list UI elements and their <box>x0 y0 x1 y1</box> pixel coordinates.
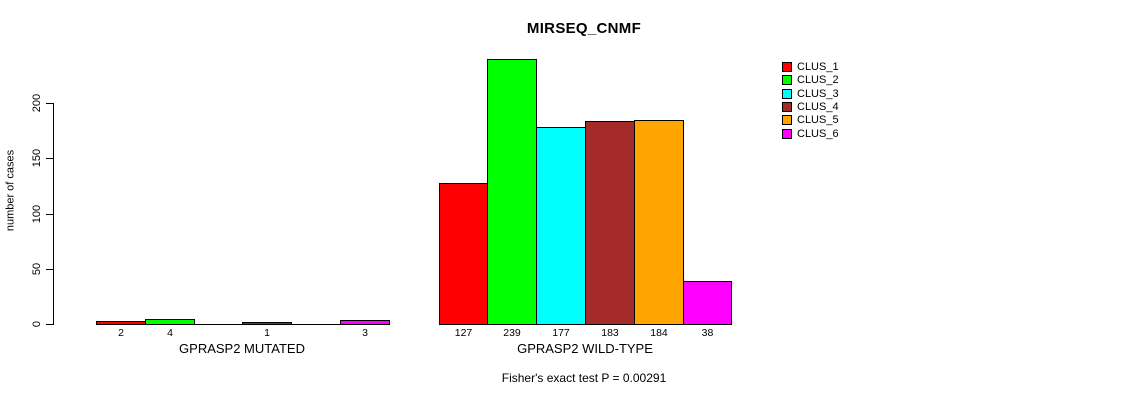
legend-swatch-clus_1 <box>782 62 792 72</box>
chart-title: MIRSEQ_CNMF <box>526 20 642 37</box>
legend-label-clus_5: CLUS_5 <box>797 114 839 126</box>
bar-clus_3-group1 <box>194 324 243 325</box>
x-group-label-mutated: GPRASP2 MUTATED <box>179 341 305 356</box>
legend-swatch-clus_2 <box>782 75 792 85</box>
legend-label-clus_6: CLUS_6 <box>797 128 839 140</box>
bar-value-label-clus_4-group1: 1 <box>264 327 270 339</box>
bar-value-label-clus_6-group2: 38 <box>701 327 714 339</box>
bar-value-label-clus_2-group2: 239 <box>503 327 521 339</box>
y-tick-0 <box>46 324 54 325</box>
bar-clus_1-group2 <box>439 183 488 325</box>
bar-clus_5-group1 <box>291 324 341 325</box>
legend-swatch-clus_5 <box>782 115 792 125</box>
bar-clus_2-group1 <box>145 319 195 325</box>
legend-label-clus_2: CLUS_2 <box>797 74 839 86</box>
bar-value-label-clus_2-group1: 4 <box>167 327 173 339</box>
y-tick-label-200: 200 <box>31 93 43 113</box>
bar-clus_1-group1 <box>96 321 146 325</box>
legend-label-clus_1: CLUS_1 <box>797 61 839 73</box>
legend-label-clus_3: CLUS_3 <box>797 88 839 100</box>
legend-swatch-clus_3 <box>782 89 792 99</box>
legend-swatch-clus_4 <box>782 102 792 112</box>
fisher-test-annotation: Fisher's exact test P = 0.00291 <box>501 371 667 385</box>
y-tick-label-0: 0 <box>31 320 43 328</box>
bar-value-label-clus_1-group1: 2 <box>118 327 124 339</box>
y-tick-50 <box>46 269 54 270</box>
legend-swatch-clus_6 <box>782 129 792 139</box>
bar-clus_4-group1 <box>242 322 292 325</box>
y-tick-150 <box>46 158 54 159</box>
bar-clus_5-group2 <box>634 120 684 325</box>
legend-label-clus_4: CLUS_4 <box>797 101 839 113</box>
bar-clus_3-group2 <box>536 127 586 325</box>
y-tick-label-50: 50 <box>31 262 43 276</box>
bar-clus_4-group2 <box>585 121 635 325</box>
bar-value-label-clus_1-group2: 127 <box>454 327 473 339</box>
y-tick-100 <box>46 214 54 215</box>
y-tick-label-150: 150 <box>31 148 43 168</box>
bar-value-label-clus_4-group2: 183 <box>601 327 619 339</box>
y-tick-200 <box>46 103 54 104</box>
bar-value-label-clus_5-group2: 184 <box>650 327 668 339</box>
bar-clus_6-group1 <box>340 320 390 325</box>
x-group-label-wild-type: GPRASP2 WILD-TYPE <box>517 341 653 356</box>
bar-value-label-clus_3-group2: 177 <box>552 327 570 339</box>
bar-clus_2-group2 <box>487 59 537 325</box>
y-axis-label: number of cases <box>4 149 17 232</box>
y-tick-label-100: 100 <box>31 204 43 224</box>
bar-value-label-clus_6-group1: 3 <box>362 327 368 339</box>
bar-clus_6-group2 <box>683 281 732 325</box>
